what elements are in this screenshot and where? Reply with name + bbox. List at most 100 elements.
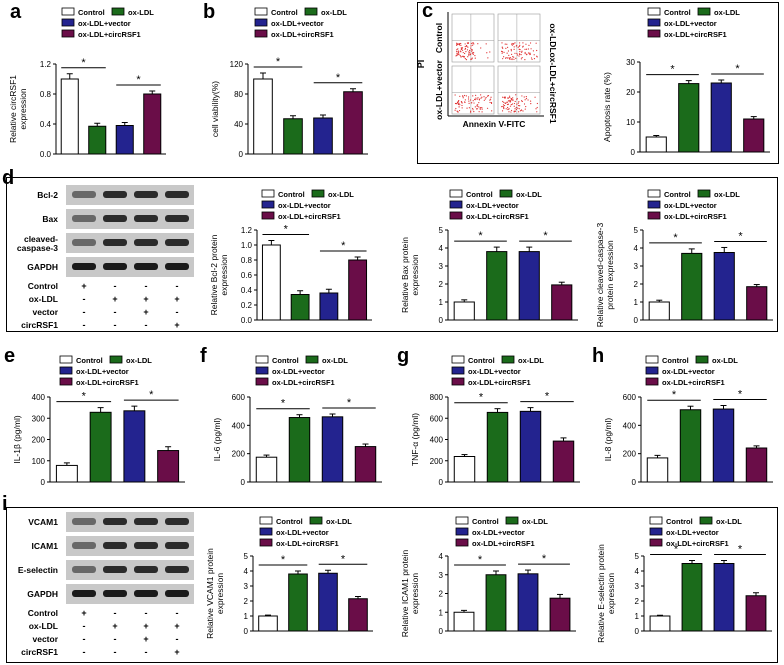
flow-dot-0-66 — [462, 51, 464, 54]
y-label-d1-0: Relative Bcl-2 protein — [209, 234, 219, 315]
legend-swatch-d2-0 — [449, 189, 463, 198]
y-tick-label-i3-1: 1 — [635, 612, 640, 621]
treatment-sign-d-0-3: - — [176, 281, 179, 291]
treatment-label-i-0: Control — [28, 608, 58, 618]
flow-dot-1-30 — [536, 49, 538, 52]
bar-h-1 — [679, 409, 702, 483]
legend-swatch-c-2 — [647, 18, 661, 27]
legend-swatch-c-0 — [647, 7, 661, 16]
legend-swatch-i1-3 — [259, 538, 273, 547]
flow-dot-0-21 — [470, 42, 472, 45]
treatment-sign-i-3-1: - — [114, 647, 117, 657]
blot-band-i-3-1 — [103, 590, 127, 597]
flow-dot-1-83 — [516, 44, 518, 47]
legend-swatch-d1-1 — [311, 189, 325, 198]
flow-dot-2-75 — [461, 107, 463, 109]
blot-band-d-3-3 — [165, 263, 189, 270]
y-tick-label-c-0: 0 — [631, 148, 636, 157]
flow-dot-2-26 — [483, 96, 485, 98]
legend-label-g-1: ox-LDL — [518, 356, 544, 365]
flow-dot-0-55 — [470, 58, 472, 60]
y-tick-label-i2-0: 0 — [439, 627, 444, 636]
y-tick-label-f-1: 200 — [232, 450, 246, 459]
y-label-i1-1: expression — [215, 573, 225, 614]
legend-label-i3-1: ox-LDL — [716, 517, 742, 526]
y-tick-label-d3-1: 1 — [634, 298, 639, 307]
legend-swatch-h-3 — [645, 377, 659, 386]
treatment-sign-i-0-0: + — [81, 608, 86, 618]
legend-swatch-d1-0 — [261, 189, 275, 198]
flow-dot-3-72 — [510, 109, 513, 112]
legend-label-g-0: Control — [468, 356, 495, 365]
legend-swatch-a-3 — [61, 29, 75, 38]
y-label-g: TNF-α (pg/ml) — [410, 413, 420, 466]
flow-dot-1-72 — [508, 58, 511, 60]
flow-dot-0-10 — [456, 44, 458, 46]
legend-label-i1-2: ox-LDL+vector — [276, 528, 329, 537]
legend-swatch-i2-2 — [455, 527, 469, 536]
flow-dot-3-2 — [527, 99, 529, 101]
legend-label-c-0: Control — [664, 8, 691, 17]
legend-swatch-i3-3 — [649, 538, 663, 547]
flow-dot-2-88 — [457, 103, 460, 106]
flow-dot-3-70 — [508, 108, 510, 110]
legend-label-g-2: ox-LDL+vector — [468, 367, 521, 376]
bar-h-2 — [712, 408, 735, 483]
bar-d3-0 — [648, 301, 670, 321]
flow-dot-0-89 — [464, 45, 466, 48]
y-tick-label-h-2: 400 — [623, 421, 637, 430]
flow-dot-3-66 — [517, 107, 519, 109]
y-label-i2-1: expression — [410, 573, 420, 614]
legend-swatch-i1-1 — [309, 516, 323, 525]
legend-swatch-g-3 — [451, 377, 465, 386]
y-tick-label-d2-5: 5 — [439, 226, 444, 235]
flow-dot-1-86 — [501, 46, 503, 48]
chart-d3: 0 1 2 3 4 5 Relative cleaved-caspase-3 protein … — [595, 223, 773, 327]
flow-dot-3-78 — [516, 98, 518, 100]
legend-swatch-d3-2 — [647, 200, 661, 209]
legend-swatch-i2-1 — [505, 516, 519, 525]
bar-b-1 — [283, 118, 303, 155]
flow-dot-0-5 — [487, 57, 489, 59]
flow-dot-0-82 — [467, 42, 469, 45]
flow-dot-2-31 — [490, 101, 493, 104]
flow-dot-1-53 — [501, 42, 503, 44]
legend-swatch-b-3 — [254, 29, 268, 38]
flow-dot-2-40 — [479, 108, 481, 110]
flow-dot-2-80 — [462, 95, 464, 97]
flow-dot-2-16 — [486, 95, 489, 97]
treatment-label-d-1: ox-LDL — [29, 294, 58, 304]
flow-dot-1-21 — [529, 52, 531, 54]
flow-dot-0-34 — [471, 50, 473, 52]
blot-band-d-3-2 — [134, 263, 158, 270]
legend-label-d3-3: ox-LDL+circRSF1 — [664, 212, 727, 221]
treatment-sign-d-3-1: - — [114, 320, 117, 330]
legend-label-c-3: ox-LDL+circRSF1 — [664, 30, 727, 39]
flow-dot-3-7 — [525, 105, 527, 108]
flow-dot-3-17 — [536, 111, 538, 113]
y-tick-label-d2-2: 2 — [439, 280, 444, 289]
flow-dot-0-81 — [465, 45, 468, 47]
bar-f-2 — [321, 416, 344, 483]
flow-dot-1-85 — [501, 51, 504, 53]
flow-dot-1-50 — [511, 44, 513, 46]
chart-c: 0 10 20 30 Apoptosis rate (%) * * — [602, 58, 770, 157]
flow-dot-1-49 — [517, 46, 519, 48]
legend-label-e-0: Control — [76, 356, 103, 365]
legend-label-d2-2: ox-LDL+vector — [466, 201, 519, 210]
bar-d1-2 — [319, 292, 339, 321]
sig-star-i3-1: * — [738, 544, 743, 556]
flow-dot-3-67 — [502, 100, 504, 103]
bar-i1-1 — [288, 573, 308, 632]
flow-dot-1-5 — [525, 48, 528, 50]
flow-dot-3-15 — [536, 102, 538, 105]
sig-star-g-1: * — [545, 391, 550, 403]
legend-swatch-b-2 — [254, 18, 268, 27]
flow-dot-1-24 — [518, 42, 521, 44]
flow-dot-0-45 — [459, 54, 461, 57]
flow-dot-3-34 — [514, 108, 516, 110]
bar-f-3 — [354, 446, 377, 483]
flow-dot-2-8 — [478, 102, 480, 104]
flow-dot-0-64 — [464, 43, 466, 45]
flow-dot-2-46 — [463, 94, 466, 97]
